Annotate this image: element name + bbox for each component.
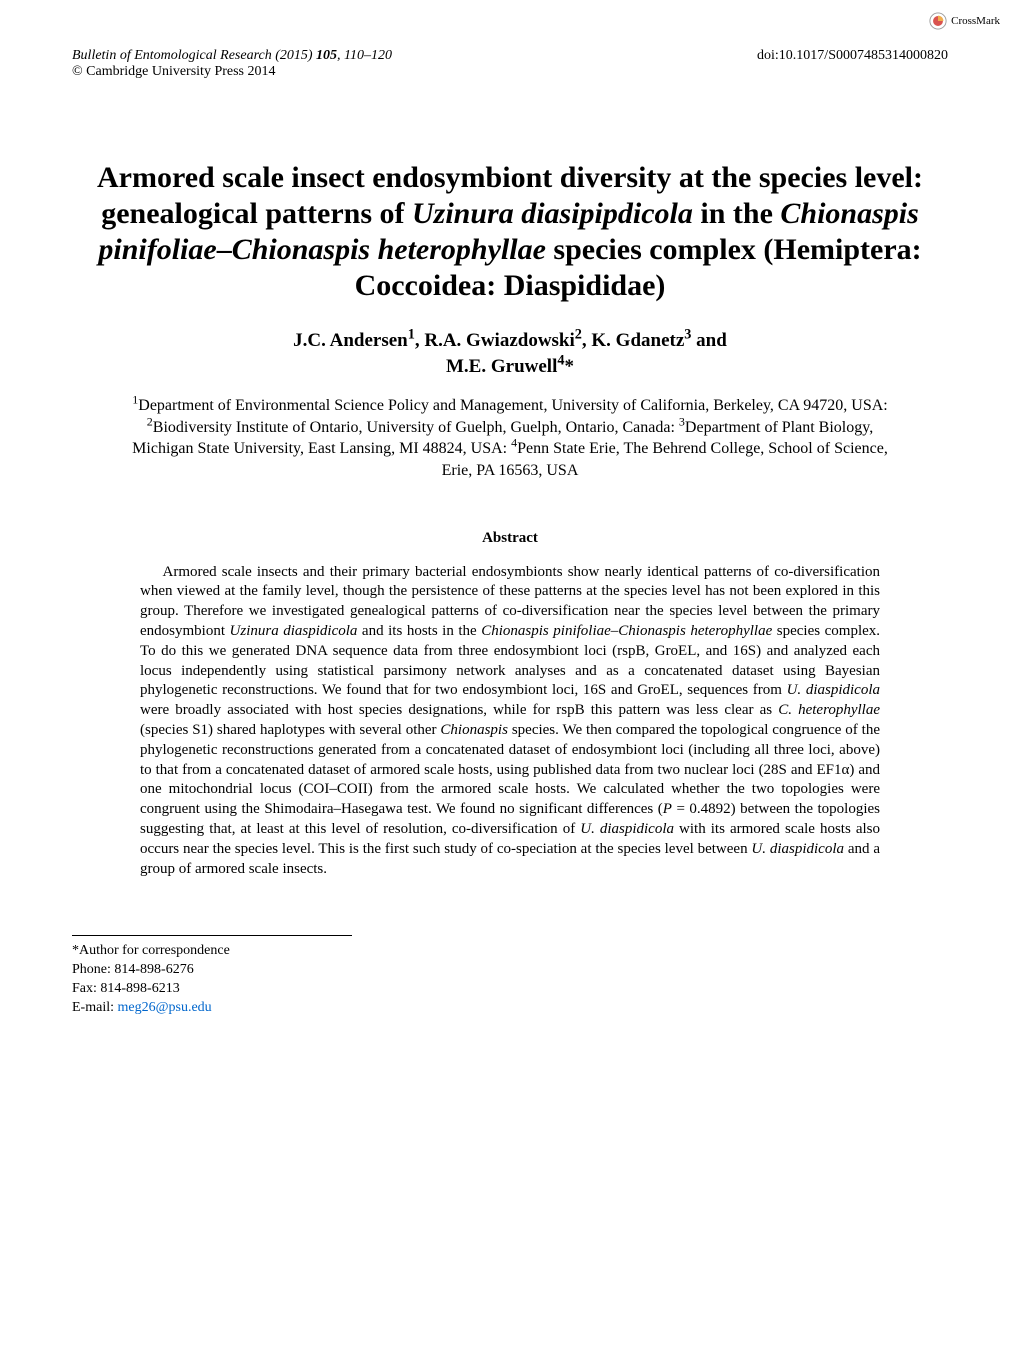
affiliations: 1Department of Environmental Science Pol… — [120, 395, 900, 481]
fax: Fax: 814-898-6213 — [72, 980, 948, 999]
doi: doi:10.1017/S0007485314000820 — [757, 48, 948, 63]
footer: *Author for correspondence Phone: 814-89… — [72, 942, 948, 1018]
crossmark-badge[interactable]: CrossMark — [929, 12, 1000, 30]
crossmark-label: CrossMark — [951, 15, 1000, 27]
crossmark-icon — [929, 12, 947, 30]
email-link[interactable]: meg26@psu.edu — [118, 1000, 212, 1015]
journal-name: Bulletin of Entomological Research — [72, 48, 272, 63]
article-title: Armored scale insect endosymbiont divers… — [72, 160, 948, 304]
phone: Phone: 814-898-6276 — [72, 961, 948, 980]
footer-rule — [72, 935, 352, 936]
email-line: E-mail: meg26@psu.edu — [72, 999, 948, 1018]
corresponding-author: *Author for correspondence — [72, 942, 948, 961]
journal-volume: 105 — [316, 48, 337, 63]
page-header: Bulletin of Entomological Research (2015… — [0, 0, 1020, 80]
header-left: Bulletin of Entomological Research (2015… — [72, 48, 392, 80]
journal-year: (2015) — [275, 48, 312, 63]
header-right: doi:10.1017/S0007485314000820 — [757, 48, 948, 80]
abstract-body: Armored scale insects and their primary … — [140, 563, 880, 880]
authors: J.C. Andersen1, R.A. Gwiazdowski2, K. Gd… — [72, 328, 948, 379]
copyright: © Cambridge University Press 2014 — [72, 64, 276, 79]
journal-pages: 110–120 — [344, 48, 392, 63]
abstract-heading: Abstract — [0, 530, 1020, 547]
